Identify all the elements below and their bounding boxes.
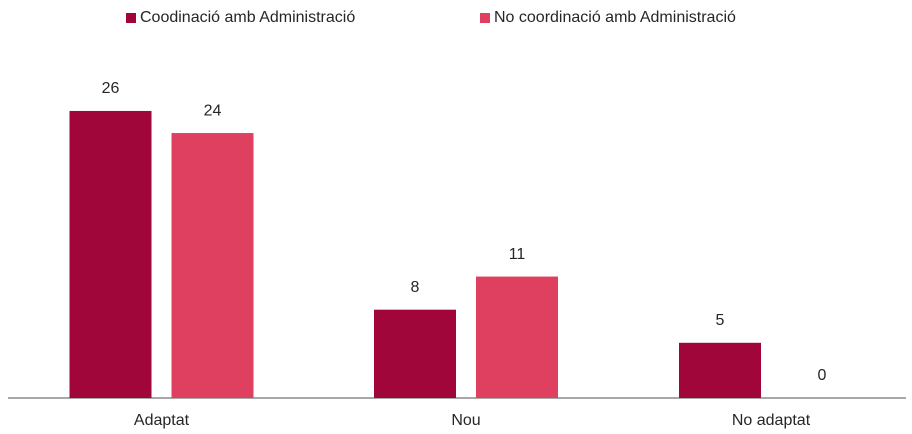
data-label: 5 — [716, 312, 725, 329]
bar — [679, 342, 761, 398]
data-label: 24 — [204, 102, 222, 119]
bar — [476, 276, 558, 398]
legend-label: No coordinació amb Administració — [494, 9, 736, 26]
legend-label: Coodinació amb Administració — [140, 9, 355, 26]
data-label: 0 — [818, 367, 827, 384]
x-tick-label: Nou — [451, 412, 480, 429]
x-tick-label: Adaptat — [134, 412, 190, 429]
legend-swatch — [480, 13, 490, 23]
data-label: 8 — [411, 279, 420, 296]
bar — [171, 133, 254, 399]
bar — [374, 309, 456, 398]
x-tick-label: No adaptat — [732, 412, 811, 429]
data-label: 11 — [509, 246, 526, 263]
bar — [69, 110, 152, 399]
data-label: 26 — [102, 80, 120, 97]
legend-swatch — [126, 13, 136, 23]
